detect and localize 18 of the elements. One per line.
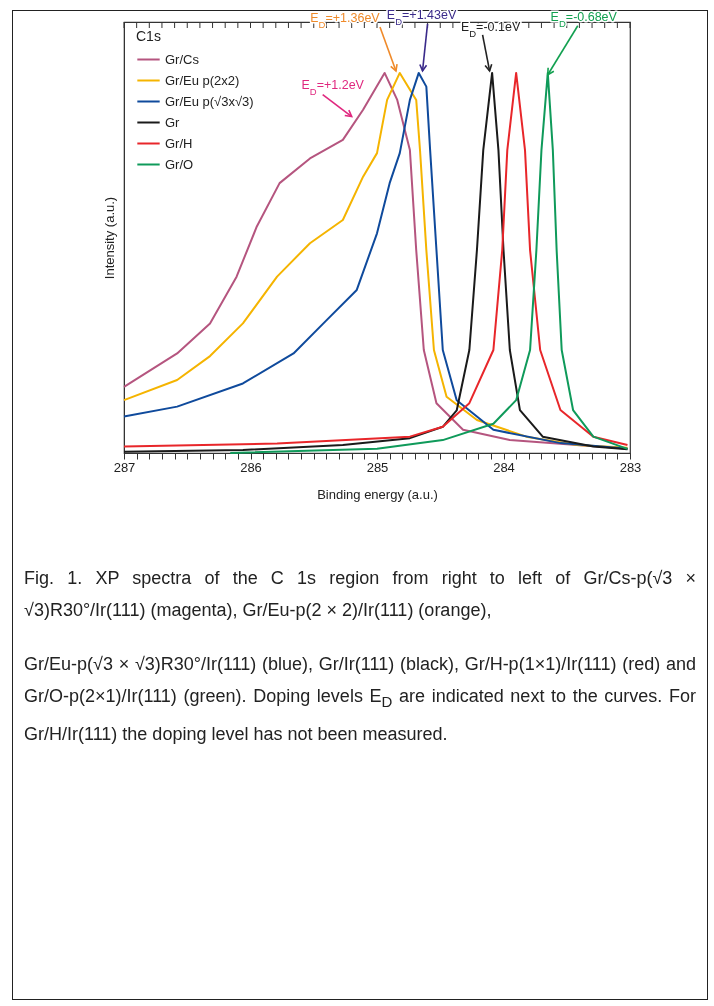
annotation: E$_{D}$=-0.1eV [460,19,521,39]
legend-label: Gr/Cs [165,51,200,67]
legend-label: Gr/Eu p(2x2) [165,72,240,88]
legend-label: Gr/Eu p(√3x√3) [165,93,254,109]
x-tick-label: 285 [366,459,389,475]
legend-title: C1s [136,28,161,44]
caption: Fig. 1. XP spectra of the C 1s region from right to left of Gr/Cs-p(√3 × √3)R30°/Ir(111) (magenta), Gr/Eu-p(2 × 2)/Ir(111) (orange), [24,567,696,622]
legend-label: Gr/H [165,135,193,151]
x-axis-title: Binding energy (a.u.) [317,486,438,502]
text: Gr/Eu-p(√3 × √3)R30°/Ir(111) (blue), Gr/Ir(111) (black), Gr/H-p(1×1)/Ir(111) (red) and Gr/O-p(2×1)/Ir(111) (green). Doping levels E$_{D}$ are indicated next to the curves. For Gr/H/Ir(111) the doping level has not been measured. [24,653,696,746]
y-axis-title: Intensity (a.u.) [101,196,117,280]
annotation: E$_{D}$=+1.2eV [301,77,365,97]
x-tick-label: 284 [493,459,515,475]
legend-label: Gr [165,114,181,130]
legend-label: Gr/O [165,156,194,172]
x-tick-label: 287 [113,459,136,475]
x-tick-label: 283 [619,459,642,475]
x-tick-label: 286 [240,459,262,475]
